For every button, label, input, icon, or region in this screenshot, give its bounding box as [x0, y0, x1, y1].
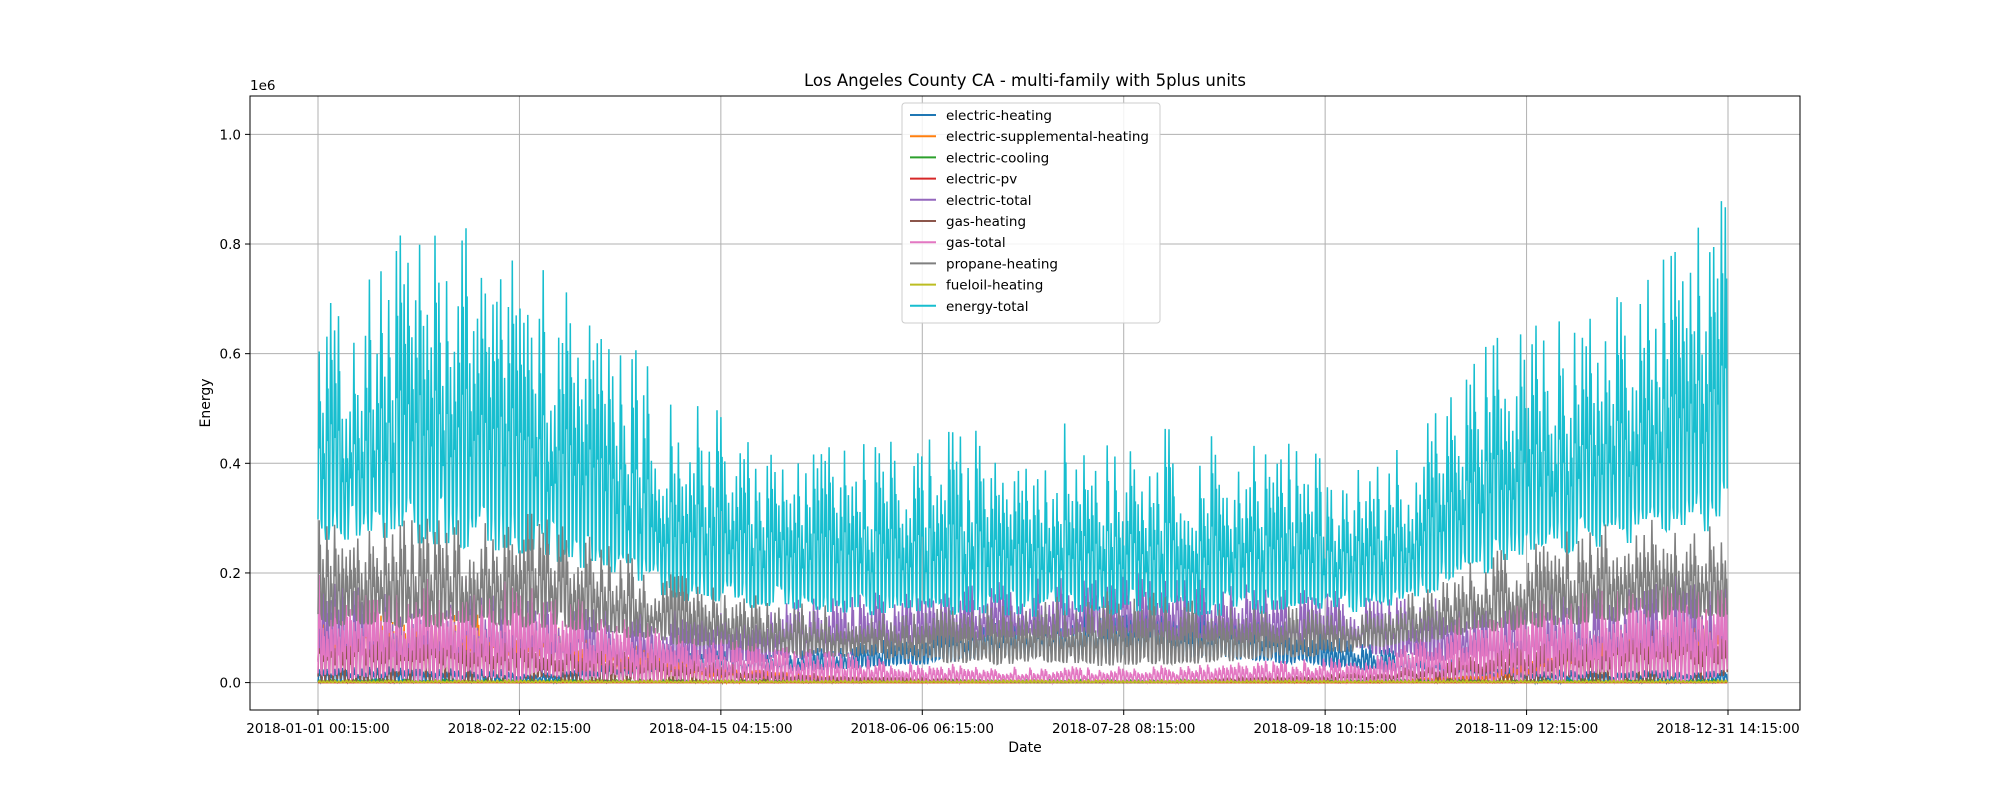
- series-line-gas-total: [317, 574, 1728, 686]
- y-tick-label: 0.6: [220, 347, 241, 363]
- x-tick-label: 2018-12-31 14:15:00: [1656, 721, 1799, 737]
- plot-frame: [249, 95, 1801, 711]
- legend-entry: gas-heating: [946, 214, 1026, 230]
- y-tick-label: 0.4: [220, 456, 241, 472]
- legend-entry: electric-pv: [946, 172, 1017, 188]
- y-offset-text: 1e6: [250, 78, 275, 94]
- x-tick-label: 2018-06-06 06:15:00: [851, 721, 994, 737]
- legend-entry: fueloil-heating: [946, 278, 1043, 294]
- y-tick-label: 0.8: [220, 237, 241, 253]
- series-layer: [317, 201, 1728, 686]
- legend-box: [901, 102, 1161, 324]
- y-tick-label: 0.2: [220, 566, 241, 582]
- x-tick-label: 2018-11-09 12:15:00: [1455, 721, 1598, 737]
- legend: electric-heating electric-supplemental-he…: [901, 102, 1161, 324]
- series-line-propane-heating: [317, 513, 1728, 667]
- legend-entry: gas-total: [946, 235, 1006, 251]
- y-tick-label: 0.0: [220, 676, 241, 692]
- tick-layer: 0.0 0.2 0.4 0.6 0.8 1.0 2018-01-01 00:15:00 201…: [220, 127, 1800, 737]
- legend-entry: electric-cooling: [946, 150, 1049, 166]
- y-axis-label: Energy: [198, 378, 214, 427]
- series-line-energy-total: [317, 201, 1728, 618]
- y-tick-label: 1.0: [220, 127, 241, 143]
- legend-entry: electric-heating: [946, 108, 1052, 124]
- x-tick-label: 2018-07-28 08:15:00: [1052, 721, 1195, 737]
- x-axis-label: Date: [1008, 740, 1041, 756]
- legend-entry: electric-total: [946, 193, 1032, 209]
- x-tick-label: 2018-04-15 04:15:00: [649, 721, 792, 737]
- series-line-fueloil-heating: [317, 678, 1728, 684]
- x-tick-label: 2018-02-22 02:15:00: [448, 721, 591, 737]
- x-tick-label: 2018-09-18 10:15:00: [1253, 721, 1396, 737]
- chart-title: Los Angeles County CA - multi-family wit…: [804, 71, 1246, 90]
- legend-entry: propane-heating: [946, 256, 1058, 272]
- legend-entry: energy-total: [946, 299, 1029, 315]
- x-tick-label: 2018-01-01 00:15:00: [246, 721, 389, 737]
- legend-entry: electric-supplemental-heating: [946, 129, 1149, 145]
